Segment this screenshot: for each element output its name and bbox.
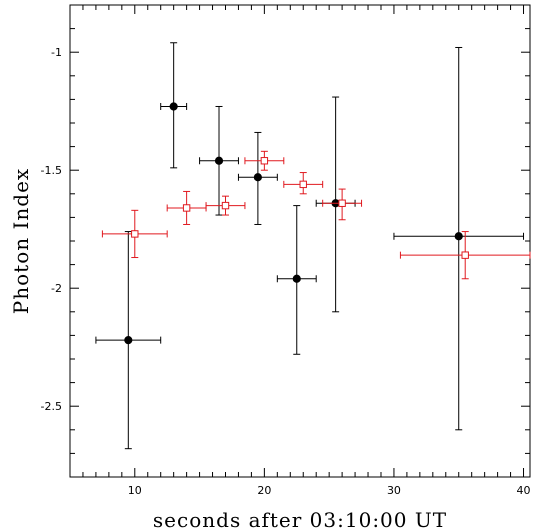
point-marker xyxy=(253,173,262,182)
point-marker xyxy=(299,180,307,189)
plot-border xyxy=(69,4,531,478)
point-marker xyxy=(221,201,230,210)
x-tick-label: 30 xyxy=(387,484,401,497)
data-point xyxy=(199,105,239,216)
data-point xyxy=(283,172,324,195)
y-tick-label: -2.5 xyxy=(41,400,62,413)
data-point xyxy=(160,42,188,169)
series-1 xyxy=(101,150,531,280)
data-point xyxy=(393,46,525,431)
point-marker xyxy=(124,336,133,345)
data-point xyxy=(244,150,285,171)
point-marker xyxy=(461,251,469,259)
x-tick-label: 40 xyxy=(517,484,531,497)
data-point xyxy=(399,231,531,280)
point-marker xyxy=(454,232,463,241)
data-point xyxy=(166,190,207,225)
point-marker xyxy=(260,157,269,165)
data-point xyxy=(276,205,317,355)
plot-frame xyxy=(69,4,531,478)
data-point xyxy=(315,96,356,313)
point-marker xyxy=(292,274,301,283)
data-series xyxy=(95,42,531,450)
point-marker xyxy=(338,199,346,207)
y-tick-label: -1.5 xyxy=(41,164,62,177)
x-tick-label: 10 xyxy=(128,484,142,497)
series-0 xyxy=(95,42,525,450)
point-marker xyxy=(169,102,178,111)
data-point xyxy=(322,188,363,221)
x-tick-label: 20 xyxy=(257,484,271,497)
x-axis-label: seconds after 03:10:00 UT xyxy=(153,508,447,531)
y-tick-label: -1 xyxy=(51,46,62,59)
data-point xyxy=(205,195,246,216)
axis-ticks xyxy=(69,4,530,477)
data-point xyxy=(101,209,168,259)
y-tick-label: -2 xyxy=(51,282,62,295)
tick-labels: 10 20 30 40 -1 -1.5 -2 -2.5 xyxy=(41,46,531,497)
point-marker xyxy=(214,156,224,165)
data-point xyxy=(95,231,162,450)
point-marker xyxy=(131,230,139,238)
point-marker xyxy=(182,204,191,212)
y-axis-label: Photon Index xyxy=(9,168,33,314)
data-point xyxy=(237,131,278,225)
